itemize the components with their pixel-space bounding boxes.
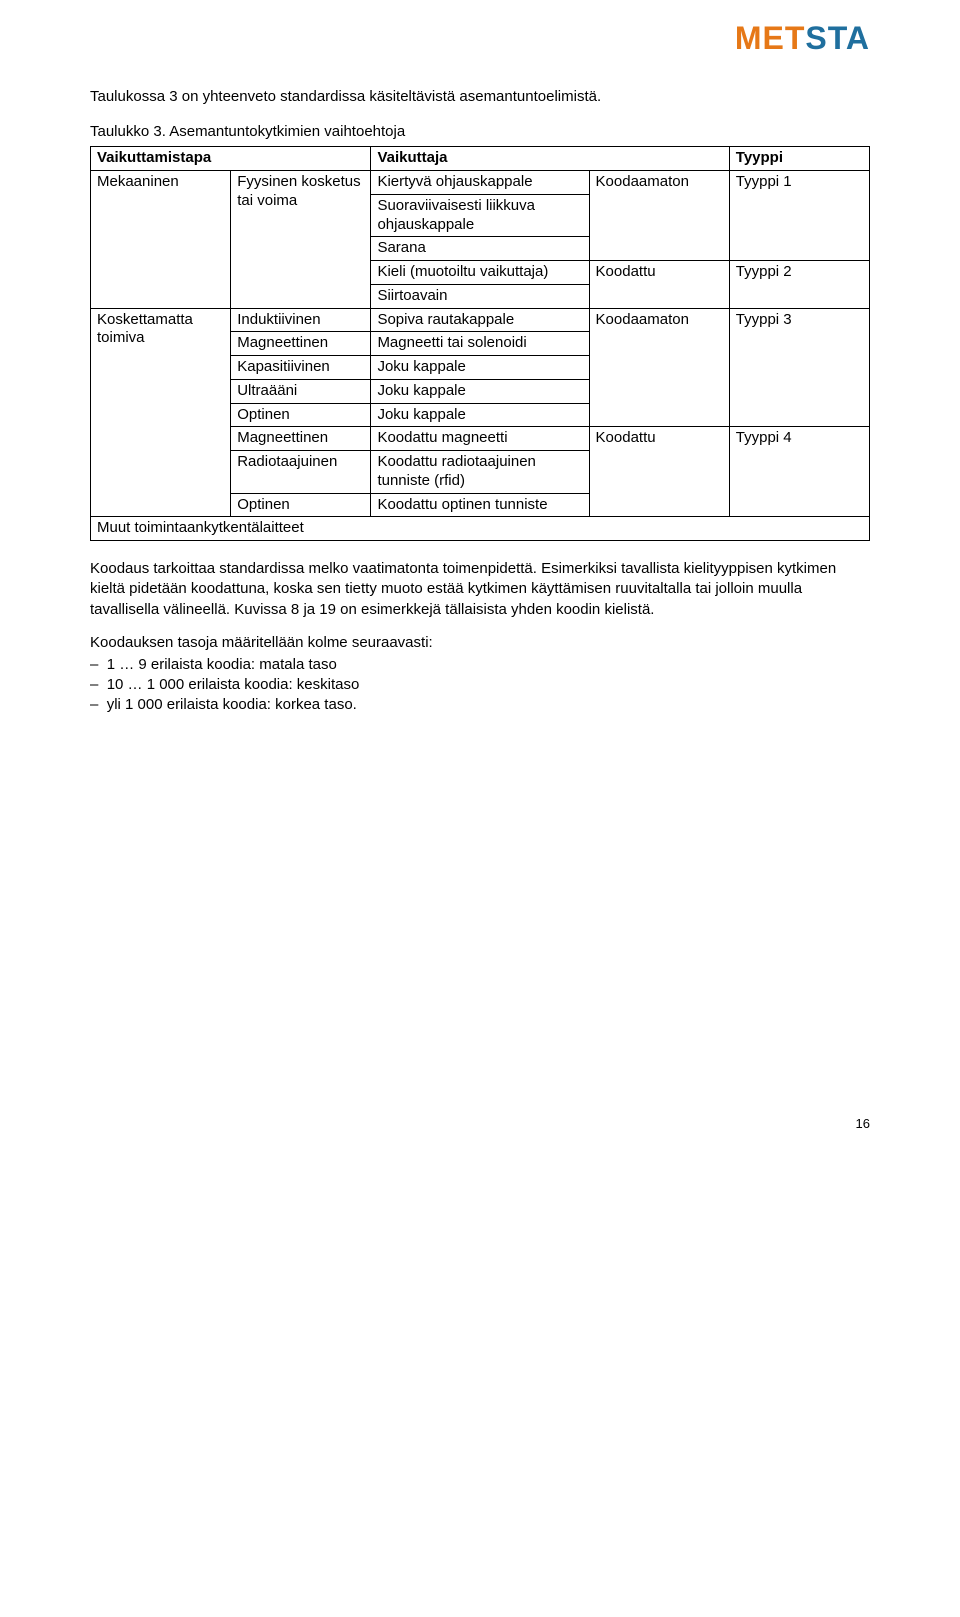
cell: Radiotaajuinen (231, 451, 371, 494)
header-tyyppi: Tyyppi (729, 147, 869, 171)
page-number: 16 (90, 1116, 870, 1131)
intro-paragraph: Taulukossa 3 on yhteenveto standardissa … (90, 87, 870, 107)
cell: Joku kappale (371, 403, 589, 427)
cell: Koodattu radiotaajuinen tunniste (rfid) (371, 451, 589, 494)
logo-part1: MET (735, 20, 806, 56)
cell: Magneettinen (231, 332, 371, 356)
table-header-row: Vaikuttamistapa Vaikuttaja Tyyppi (91, 147, 870, 171)
cell: Optinen (231, 493, 371, 517)
cell: Kapasitiivinen (231, 356, 371, 380)
cell: Joku kappale (371, 356, 589, 380)
cell: Koodattu (589, 427, 729, 517)
header-vaikuttamistapa: Vaikuttamistapa (91, 147, 371, 171)
coding-levels-list: 1 … 9 erilaista koodia: matala taso 10 …… (90, 655, 870, 716)
cell: Optinen (231, 403, 371, 427)
cell: Koodattu (589, 261, 729, 309)
cell: Tyyppi 4 (729, 427, 869, 517)
cell: Fyysinen kosketus tai voima (231, 171, 371, 309)
cell: Kieli (muotoiltu vaikuttaja) (371, 261, 589, 285)
cell: Koodattu magneetti (371, 427, 589, 451)
cell: Magneettinen (231, 427, 371, 451)
standards-table: Vaikuttamistapa Vaikuttaja Tyyppi Mekaan… (90, 146, 870, 541)
cell: Sopiva rautakappale (371, 308, 589, 332)
table-caption: Taulukko 3. Asemantuntokytkimien vaihtoe… (90, 123, 870, 140)
cell: Kiertyvä ohjauskappale (371, 171, 589, 195)
cell: Sarana (371, 237, 589, 261)
cell: Mekaaninen (91, 171, 231, 309)
table-row: Muut toimintaankytkentälaitteet (91, 517, 870, 541)
cell: Koodaamaton (589, 308, 729, 427)
list-item: yli 1 000 erilaista koodia: korkea taso. (90, 695, 870, 715)
cell: Tyyppi 3 (729, 308, 869, 427)
cell: Tyyppi 2 (729, 261, 869, 309)
cell: Magneetti tai solenoidi (371, 332, 589, 356)
cell: Suoraviivaisesti liikkuva ohjauskappale (371, 194, 589, 237)
cell: Joku kappale (371, 379, 589, 403)
cell: Koskettamatta toimiva (91, 308, 231, 517)
header-vaikuttaja: Vaikuttaja (371, 147, 729, 171)
table-row: Mekaaninen Fyysinen kosketus tai voima K… (91, 171, 870, 195)
list-intro: Koodauksen tasoja määritellään kolme seu… (90, 634, 870, 651)
logo-part2: STA (805, 20, 870, 56)
cell: Muut toimintaankytkentälaitteet (91, 517, 870, 541)
cell: Ultraääni (231, 379, 371, 403)
logo: METSTA (90, 20, 870, 57)
cell: Siirtoavain (371, 284, 589, 308)
cell: Tyyppi 1 (729, 171, 869, 261)
list-item: 1 … 9 erilaista koodia: matala taso (90, 655, 870, 675)
cell: Koodaamaton (589, 171, 729, 261)
cell: Induktiivinen (231, 308, 371, 332)
list-item: 10 … 1 000 erilaista koodia: keskitaso (90, 675, 870, 695)
table-row: Koskettamatta toimiva Induktiivinen Sopi… (91, 308, 870, 332)
paragraph-coding: Koodaus tarkoittaa standardissa melko va… (90, 559, 870, 620)
cell: Koodattu optinen tunniste (371, 493, 589, 517)
